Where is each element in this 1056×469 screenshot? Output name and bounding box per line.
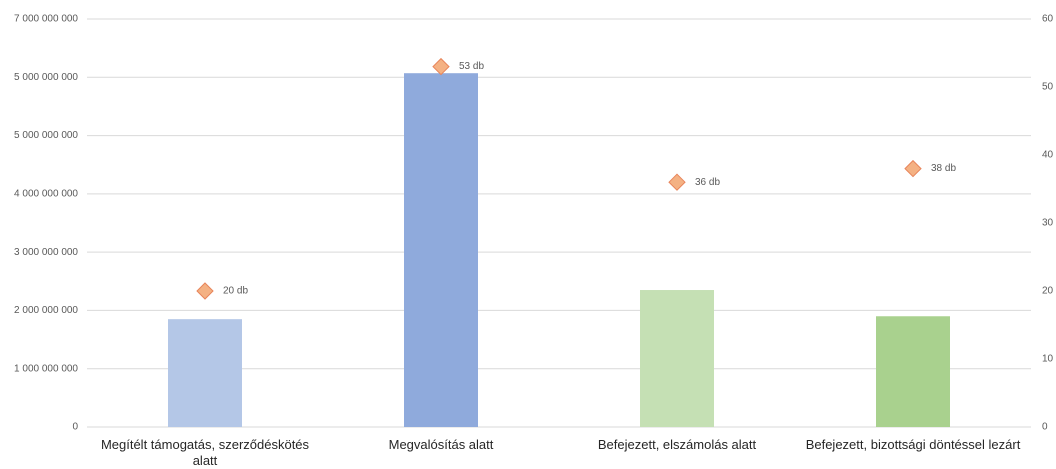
y-tick-label: 3 000 000 000 — [14, 247, 78, 258]
x-tick-label: Megítélt támogatás, szerződéskötés alatt — [100, 437, 310, 468]
y-tick-label: 0 — [72, 422, 78, 433]
marker — [668, 173, 686, 191]
bar — [876, 316, 950, 427]
y-tick-label: 5 000 000 000 — [14, 72, 78, 83]
marker — [432, 57, 450, 76]
y-tick-label: 4 000 000 000 — [14, 188, 78, 199]
data-label: 38 db — [931, 163, 956, 174]
bar — [404, 73, 478, 427]
data-label: 53 db — [459, 61, 484, 72]
y2-tick-label: 40 — [1042, 150, 1054, 161]
marker — [904, 159, 922, 178]
data-label: 20 db — [223, 286, 248, 297]
x-tick-label: Megvalósítás alatt — [388, 437, 494, 452]
y-tick-label: 7 000 000 000 — [14, 14, 78, 25]
bar — [640, 290, 714, 427]
x-tick-label: Befejezett, elszámolás alatt — [597, 437, 757, 452]
y2-tick-label: 30 — [1042, 218, 1054, 229]
y2-tick-label: 50 — [1042, 82, 1054, 93]
bar — [168, 319, 242, 427]
y-tick-label: 5 000 000 000 — [14, 130, 78, 141]
y-tick-label: 2 000 000 000 — [14, 305, 78, 316]
y2-tick-label: 0 — [1042, 422, 1048, 433]
y2-tick-label: 20 — [1042, 286, 1054, 297]
y2-tick-label: 10 — [1042, 354, 1054, 365]
y-tick-label: 1 000 000 000 — [14, 363, 78, 374]
x-tick-label: Befejezett, bizottsági döntéssel lezárt — [805, 437, 1021, 452]
y2-tick-label: 60 — [1042, 14, 1054, 25]
data-label: 36 db — [695, 177, 720, 188]
marker — [196, 282, 214, 300]
